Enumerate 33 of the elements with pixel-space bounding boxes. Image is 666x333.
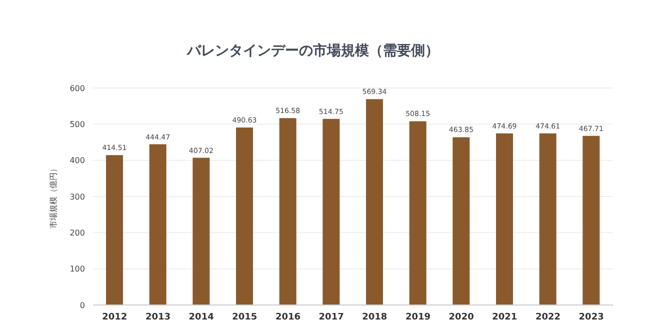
x-tick-label: 2016 bbox=[275, 312, 301, 322]
y-tick-label: 300 bbox=[70, 192, 85, 202]
x-tick-label: 2012 bbox=[102, 312, 128, 322]
y-tick-label: 200 bbox=[70, 228, 85, 238]
y-tick-label: 0 bbox=[80, 300, 85, 310]
bar bbox=[279, 118, 296, 305]
y-tick-label: 400 bbox=[70, 156, 85, 166]
bar bbox=[192, 158, 210, 305]
bar bbox=[236, 128, 253, 305]
x-tick-label: 2019 bbox=[405, 312, 431, 322]
bar bbox=[582, 136, 600, 305]
y-tick-label: 100 bbox=[70, 264, 85, 274]
y-tick-label: 600 bbox=[70, 84, 85, 93]
bar bbox=[106, 155, 123, 305]
x-tick-label: 2022 bbox=[535, 312, 561, 322]
y-axis-title: 市場規模（億円） bbox=[48, 164, 58, 228]
x-tick-label: 2013 bbox=[145, 312, 171, 322]
bar bbox=[539, 133, 556, 305]
bar bbox=[149, 144, 166, 305]
bar bbox=[452, 137, 470, 305]
bar bbox=[322, 118, 340, 305]
x-tick-label: 2020 bbox=[448, 312, 474, 322]
x-tick-label: 2018 bbox=[362, 312, 388, 322]
bar bbox=[496, 133, 513, 305]
x-tick-label: 2015 bbox=[232, 312, 258, 322]
y-tick-label: 500 bbox=[70, 120, 85, 130]
chart-title: バレンタインデーの市場規模（需要側） bbox=[186, 42, 440, 60]
x-tick-label: 2017 bbox=[318, 312, 344, 322]
x-tick-label: 2023 bbox=[578, 312, 604, 322]
x-tick-label: 2014 bbox=[188, 312, 214, 322]
bar bbox=[366, 99, 383, 305]
x-tick-label: 2021 bbox=[492, 312, 518, 322]
bar bbox=[409, 121, 426, 305]
